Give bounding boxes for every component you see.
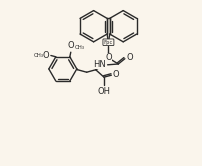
Text: OH: OH [97, 87, 110, 96]
Text: O: O [42, 51, 49, 60]
Text: O: O [126, 53, 133, 62]
Text: HN: HN [93, 60, 106, 69]
Text: Fpc: Fpc [104, 40, 113, 45]
Text: CH₃: CH₃ [34, 53, 44, 58]
Text: O: O [113, 70, 119, 79]
Text: CH₃: CH₃ [75, 45, 85, 50]
Text: O: O [105, 53, 112, 62]
Text: O: O [68, 41, 74, 50]
